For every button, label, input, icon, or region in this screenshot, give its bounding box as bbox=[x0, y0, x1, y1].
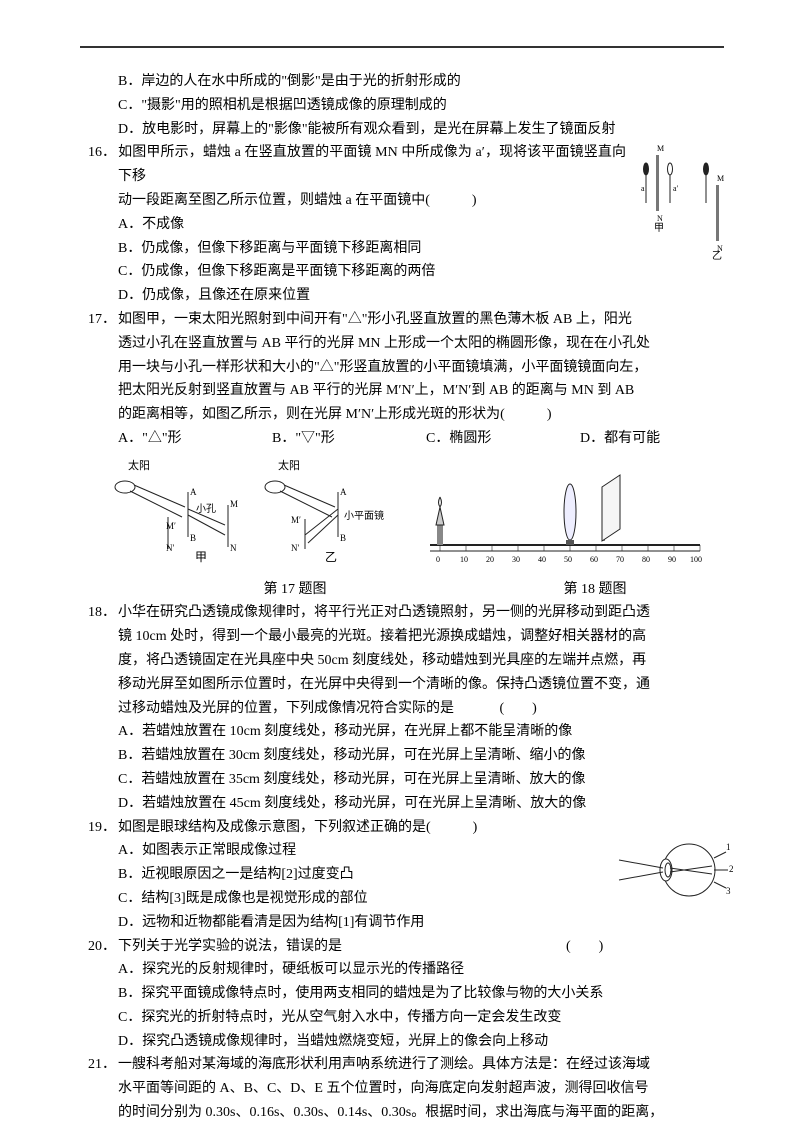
q17-opt-b: B．"▽"形 bbox=[272, 427, 426, 451]
svg-text:80: 80 bbox=[642, 555, 650, 564]
svg-text:2: 2 bbox=[729, 864, 734, 874]
q18-opt-a: A．若蜡烛放置在 10cm 刻度线处，移动光屏，在光屏上都不能呈清晰的像 bbox=[70, 720, 734, 744]
svg-text:甲: 甲 bbox=[195, 550, 207, 564]
svg-text:小平面镜: 小平面镜 bbox=[344, 509, 384, 522]
q17-opt-d: D．都有可能 bbox=[580, 427, 734, 451]
q18-stem-1: 小华在研究凸透镜成像规律时，将平行光正对凸透镜照射，另一侧的光屏移动到距凸透 bbox=[118, 605, 650, 620]
q19-stem: 1 2 3 19．如图是眼球结构及成像示意图，下列叙述正确的是( ) bbox=[70, 816, 734, 840]
q20-stem-text: 下列关于光学实验的说法，错误的是 ( ) bbox=[118, 939, 603, 954]
q16-figure: M N a a′ 甲 M N 乙 bbox=[634, 141, 734, 261]
svg-text:N′: N′ bbox=[166, 543, 174, 553]
q17-stem-2: 透过小孔在竖直放置与 AB 平行的光屏 MN 上形成一个太阳的椭圆形像，现在在小… bbox=[70, 332, 734, 356]
svg-text:A: A bbox=[340, 487, 347, 497]
q15-opt-c: C．"摄影"用的照相机是根据凹透镜成像的原理制成的 bbox=[70, 94, 734, 118]
q20-opt-c: C．探究光的折射特点时，光从空气射入水中，传播方向一定会发生改变 bbox=[70, 1006, 734, 1030]
q18-stem-2: 镜 10cm 处时，得到一个最小最亮的光斑。接着把光源换成蜡烛，调整好相关器材的… bbox=[70, 625, 734, 649]
caption-18: 第 18 题图 bbox=[490, 578, 700, 602]
svg-text:小孔: 小孔 bbox=[196, 503, 216, 515]
q17-stem: 17．如图甲，一束太阳光照射到中间开有"△"形小孔竖直放置的黑色薄木板 AB 上… bbox=[70, 308, 734, 332]
svg-text:20: 20 bbox=[486, 555, 494, 564]
q16-num: 16． bbox=[88, 141, 118, 165]
q17-stem-3: 用一块与小孔一样形状和大小的"△"形竖直放置的小平面镜填满，小平面镜镜面向左， bbox=[70, 356, 734, 380]
top-rule bbox=[80, 46, 724, 48]
q21-stem-2: 水平面等间距的 A、B、C、D、E 五个位置时，向海底定向发射超声波，测得回收信… bbox=[70, 1077, 734, 1101]
svg-text:B: B bbox=[190, 533, 196, 543]
figure-captions: 第 17 题图 第 18 题图 bbox=[70, 578, 734, 602]
figure-row-17-18: 太阳 A B 小孔 M N M′ N′ 甲 bbox=[70, 457, 734, 576]
q20-stem: 20．下列关于光学实验的说法，错误的是 ( ) bbox=[70, 935, 734, 959]
svg-text:50: 50 bbox=[564, 555, 572, 564]
q17-options: A．"△"形 B．"▽"形 C．椭圆形 D．都有可能 bbox=[70, 427, 734, 451]
q18-stem: 18．小华在研究凸透镜成像规律时，将平行光正对凸透镜照射，另一侧的光屏移动到距凸… bbox=[70, 601, 734, 625]
svg-text:A: A bbox=[190, 487, 197, 497]
q15-opt-b: B．岸边的人在水中所成的"倒影"是由于光的折射形成的 bbox=[70, 70, 734, 94]
q21-stem: 21．一艘科考船对某海域的海底形状利用声呐系统进行了测绘。具体方法是：在经过该海… bbox=[70, 1053, 734, 1077]
svg-text:a′: a′ bbox=[673, 184, 679, 193]
q18-num: 18． bbox=[88, 601, 118, 625]
svg-text:a: a bbox=[641, 184, 645, 193]
svg-text:100: 100 bbox=[690, 555, 702, 564]
q17-stem-1: 如图甲，一束太阳光照射到中间开有"△"形小孔竖直放置的黑色薄木板 AB 上，阳光 bbox=[118, 312, 632, 327]
q17-stem-5: 的距离相等，如图乙所示，则在光屏 M′N′上形成光斑的形状为( ) bbox=[70, 403, 734, 427]
q17-stem-4: 把太阳光反射到竖直放置与 AB 平行的光屏 M′N′上，M′N′到 AB 的距离… bbox=[70, 379, 734, 403]
q19-opt-d: D．远物和近物都能看清是因为结构[1]有调节作用 bbox=[70, 911, 734, 935]
q19-figure: 1 2 3 bbox=[614, 830, 734, 910]
svg-text:N: N bbox=[657, 214, 663, 223]
svg-text:60: 60 bbox=[590, 555, 598, 564]
svg-text:甲: 甲 bbox=[654, 223, 664, 234]
q17-opt-c: C．椭圆形 bbox=[426, 427, 580, 451]
svg-text:3: 3 bbox=[726, 886, 731, 896]
svg-text:太阳: 太阳 bbox=[278, 459, 300, 472]
q17-figure: 太阳 A B 小孔 M N M′ N′ 甲 bbox=[110, 457, 400, 576]
svg-text:M: M bbox=[657, 144, 664, 153]
svg-text:M′: M′ bbox=[291, 515, 301, 525]
q16-opt-c: C．仍成像，但像下移距离是平面镜下移距离的两倍 bbox=[70, 260, 734, 284]
q21-num: 21． bbox=[88, 1053, 118, 1077]
q18-opt-d: D．若蜡烛放置在 45cm 刻度线处，移动光屏，可在光屏上呈清晰、放大的像 bbox=[70, 792, 734, 816]
q19-num: 19． bbox=[88, 816, 118, 840]
q16-stem-1: 如图甲所示，蜡烛 a 在竖直放置的平面镜 MN 中所成像为 a′，现将该平面镜竖… bbox=[118, 145, 626, 184]
caption-17: 第 17 题图 bbox=[190, 578, 400, 602]
q15-opt-d: D．放电影时，屏幕上的"影像"能被所有观众看到，是光在屏幕上发生了镜面反射 bbox=[70, 118, 734, 142]
svg-text:10: 10 bbox=[460, 555, 468, 564]
svg-text:N′: N′ bbox=[291, 543, 299, 553]
svg-text:乙: 乙 bbox=[325, 550, 337, 564]
q17-num: 17． bbox=[88, 308, 118, 332]
svg-text:30: 30 bbox=[512, 555, 520, 564]
q21-stem-3: 的时间分别为 0.30s、0.16s、0.30s、0.14s、0.30s。根据时… bbox=[70, 1101, 734, 1125]
svg-text:1: 1 bbox=[726, 842, 731, 852]
svg-text:太阳: 太阳 bbox=[128, 459, 150, 472]
svg-text:乙: 乙 bbox=[712, 250, 722, 261]
q18-opt-c: C．若蜡烛放置在 35cm 刻度线处，移动光屏，可在光屏上呈清晰、放大的像 bbox=[70, 768, 734, 792]
svg-text:0: 0 bbox=[436, 555, 440, 564]
svg-text:90: 90 bbox=[668, 555, 676, 564]
q18-opt-b: B．若蜡烛放置在 30cm 刻度线处，移动光屏，可在光屏上呈清晰、缩小的像 bbox=[70, 744, 734, 768]
q19-stem-text: 如图是眼球结构及成像示意图，下列叙述正确的是( ) bbox=[118, 820, 477, 835]
q20-num: 20． bbox=[88, 935, 118, 959]
svg-text:M: M bbox=[230, 499, 238, 509]
svg-text:70: 70 bbox=[616, 555, 624, 564]
q16-opt-d: D．仍成像，且像还在原来位置 bbox=[70, 284, 734, 308]
svg-text:40: 40 bbox=[538, 555, 546, 564]
q20-opt-a: A．探究光的反射规律时，硬纸板可以显示光的传播路径 bbox=[70, 958, 734, 982]
q16-stem: M N a a′ 甲 M N 乙 16．如图甲所示，蜡烛 a 在竖直放置的平面 bbox=[70, 141, 734, 189]
q18-stem-5: 过移动蜡烛及光屏的位置，下列成像情况符合实际的是 ( ) bbox=[70, 697, 734, 721]
page-content: B．岸边的人在水中所成的"倒影"是由于光的折射形成的 C．"摄影"用的照相机是根… bbox=[70, 70, 734, 1125]
q21-stem-1: 一艘科考船对某海域的海底形状利用声呐系统进行了测绘。具体方法是：在经过该海域 bbox=[118, 1057, 650, 1072]
q18-stem-3: 度，将凸透镜固定在光具座中央 50cm 刻度线处，移动蜡烛到光具座的左端并点燃，… bbox=[70, 649, 734, 673]
q18-figure: 0 10 20 30 40 50 60 70 80 90 100 bbox=[420, 457, 710, 576]
svg-text:B: B bbox=[340, 533, 346, 543]
svg-text:N: N bbox=[230, 543, 237, 553]
q20-opt-d: D．探究凸透镜成像规律时，当蜡烛燃烧变短，光屏上的像会向上移动 bbox=[70, 1030, 734, 1054]
q18-stem-4: 移动光屏至如图所示位置时，在光屏中央得到一个清晰的像。保持凸透镜位置不变，通 bbox=[70, 673, 734, 697]
svg-text:M: M bbox=[717, 174, 724, 183]
q17-opt-a: A．"△"形 bbox=[118, 427, 272, 451]
q20-opt-b: B．探究平面镜成像特点时，使用两支相同的蜡烛是为了比较像与物的大小关系 bbox=[70, 982, 734, 1006]
